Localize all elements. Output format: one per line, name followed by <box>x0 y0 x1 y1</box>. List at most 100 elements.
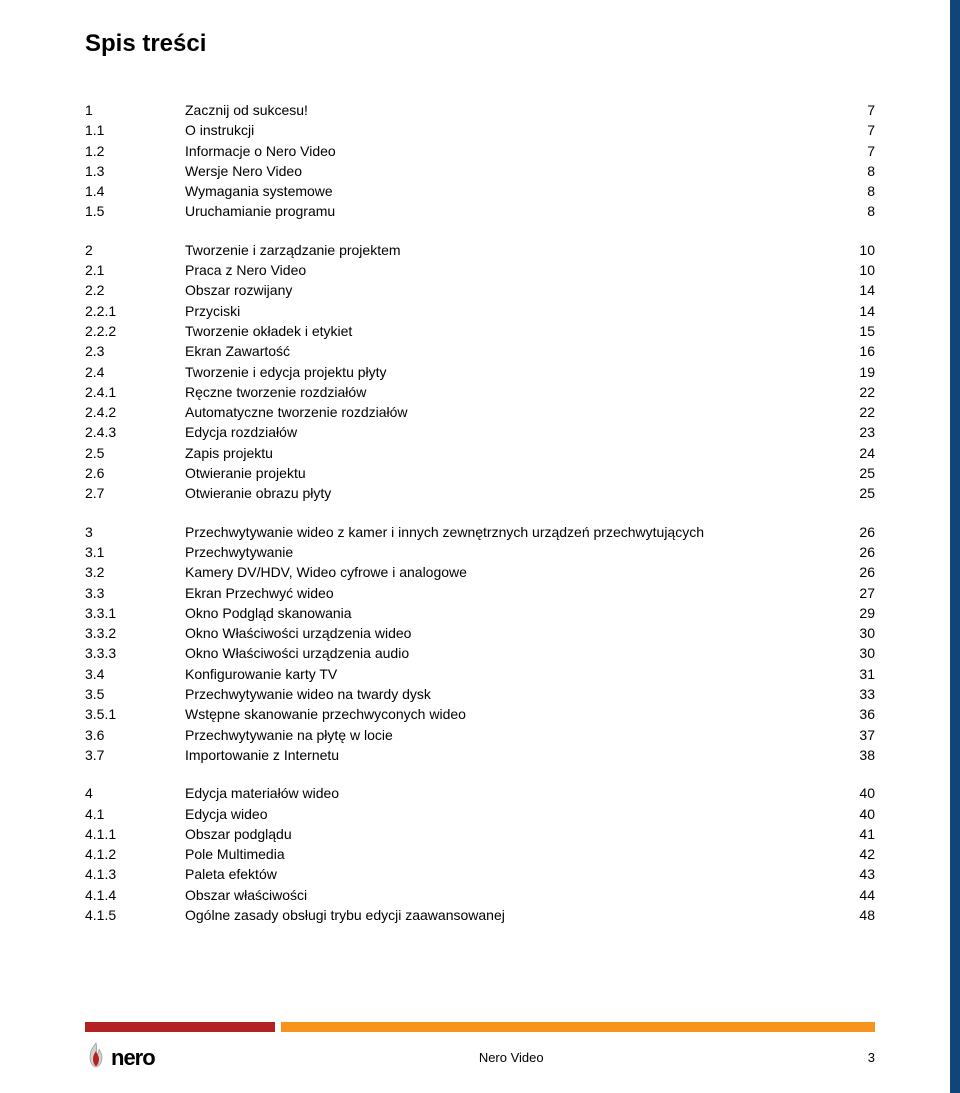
toc-row: 3.2Kamery DV/HDV, Wideo cyfrowe i analog… <box>85 562 875 582</box>
toc-row: 3.7Importowanie z Internetu38 <box>85 745 875 765</box>
toc-label: Praca z Nero Video <box>185 260 835 280</box>
toc-row: 3.3.1Okno Podgląd skanowania29 <box>85 603 875 623</box>
toc-page: 30 <box>835 623 875 643</box>
toc-number: 2.7 <box>85 483 185 503</box>
toc-page: 40 <box>835 783 875 803</box>
toc-row: 1Zacznij od sukcesu!7 <box>85 100 875 120</box>
toc-page: 25 <box>835 463 875 483</box>
toc-label: Okno Właściwości urządzenia audio <box>185 643 835 663</box>
toc-row: 2.3Ekran Zawartość16 <box>85 341 875 361</box>
toc-block: 1Zacznij od sukcesu!71.1O instrukcji71.2… <box>85 100 875 222</box>
toc-label: Przechwytywanie <box>185 542 835 562</box>
toc-number: 1.5 <box>85 201 185 221</box>
toc-page: 14 <box>835 280 875 300</box>
toc-page: 38 <box>835 745 875 765</box>
footer-bar: nero Nero Video 3 <box>0 1036 960 1093</box>
toc-number: 4.1.3 <box>85 864 185 884</box>
toc-page: 48 <box>835 905 875 925</box>
toc-title: Spis treści <box>85 30 875 58</box>
toc-label: O instrukcji <box>185 120 835 140</box>
toc-number: 1 <box>85 100 185 120</box>
toc-label: Edycja materiałów wideo <box>185 783 835 803</box>
toc-row: 2.4Tworzenie i edycja projektu płyty19 <box>85 362 875 382</box>
toc-label: Wymagania systemowe <box>185 181 835 201</box>
toc-number: 4.1.2 <box>85 844 185 864</box>
footer-stripes <box>85 1022 875 1032</box>
toc-row: 1.5Uruchamianie programu8 <box>85 201 875 221</box>
toc-number: 1.2 <box>85 141 185 161</box>
stripe-red <box>85 1022 275 1032</box>
toc-label: Otwieranie obrazu płyty <box>185 483 835 503</box>
toc-label: Wersje Nero Video <box>185 161 835 181</box>
toc-row: 1.3Wersje Nero Video8 <box>85 161 875 181</box>
toc-label: Przechwytywanie na płytę w locie <box>185 725 835 745</box>
toc-page: 7 <box>835 100 875 120</box>
toc-page: 25 <box>835 483 875 503</box>
toc-row: 1.1O instrukcji7 <box>85 120 875 140</box>
toc-label: Okno Podgląd skanowania <box>185 603 835 623</box>
toc-row: 4.1Edycja wideo40 <box>85 804 875 824</box>
toc-page: 29 <box>835 603 875 623</box>
toc-page: 19 <box>835 362 875 382</box>
toc-label: Zapis projektu <box>185 443 835 463</box>
toc-page: 43 <box>835 864 875 884</box>
toc-number: 3 <box>85 522 185 542</box>
logo-text: nero <box>111 1045 155 1071</box>
toc-number: 3.3.3 <box>85 643 185 663</box>
toc-label: Uruchamianie programu <box>185 201 835 221</box>
toc-row: 2.2Obszar rozwijany14 <box>85 280 875 300</box>
toc-page: 42 <box>835 844 875 864</box>
toc-page: 26 <box>835 522 875 542</box>
toc-label: Tworzenie i zarządzanie projektem <box>185 240 835 260</box>
toc-number: 2.1 <box>85 260 185 280</box>
toc-label: Ekran Przechwyć wideo <box>185 583 835 603</box>
toc-label: Obszar rozwijany <box>185 280 835 300</box>
toc-number: 1.4 <box>85 181 185 201</box>
toc-number: 2.2 <box>85 280 185 300</box>
toc-row: 2Tworzenie i zarządzanie projektem10 <box>85 240 875 260</box>
toc-page: 26 <box>835 562 875 582</box>
toc-number: 2.2.1 <box>85 301 185 321</box>
toc-number: 1.3 <box>85 161 185 181</box>
toc-row: 4.1.2Pole Multimedia42 <box>85 844 875 864</box>
toc-page: 8 <box>835 201 875 221</box>
nero-logo: nero <box>85 1042 155 1073</box>
toc-block: 4Edycja materiałów wideo404.1Edycja wide… <box>85 783 875 925</box>
toc-label: Okno Właściwości urządzenia wideo <box>185 623 835 643</box>
toc-number: 4.1.1 <box>85 824 185 844</box>
toc-page: 27 <box>835 583 875 603</box>
toc-row: 2.4.1Ręczne tworzenie rozdziałów22 <box>85 382 875 402</box>
toc-label: Informacje o Nero Video <box>185 141 835 161</box>
toc-row: 3.5.1Wstępne skanowanie przechwyconych w… <box>85 704 875 724</box>
toc-label: Przechwytywanie wideo na twardy dysk <box>185 684 835 704</box>
toc: 1Zacznij od sukcesu!71.1O instrukcji71.2… <box>85 100 875 925</box>
toc-label: Edycja wideo <box>185 804 835 824</box>
toc-page: 10 <box>835 260 875 280</box>
toc-number: 2.5 <box>85 443 185 463</box>
toc-row: 2.1Praca z Nero Video10 <box>85 260 875 280</box>
toc-row: 2.7Otwieranie obrazu płyty25 <box>85 483 875 503</box>
toc-row: 1.4Wymagania systemowe8 <box>85 181 875 201</box>
toc-row: 2.2.1Przyciski14 <box>85 301 875 321</box>
toc-label: Zacznij od sukcesu! <box>185 100 835 120</box>
toc-page: 31 <box>835 664 875 684</box>
toc-row: 3.3.3Okno Właściwości urządzenia audio30 <box>85 643 875 663</box>
toc-label: Przyciski <box>185 301 835 321</box>
vertical-accent-bar <box>950 0 960 1093</box>
toc-number: 2.4.3 <box>85 422 185 442</box>
toc-row: 2.2.2Tworzenie okładek i etykiet15 <box>85 321 875 341</box>
toc-page: 41 <box>835 824 875 844</box>
toc-page: 16 <box>835 341 875 361</box>
toc-label: Kamery DV/HDV, Wideo cyfrowe i analogowe <box>185 562 835 582</box>
toc-number: 2.4 <box>85 362 185 382</box>
toc-page: 33 <box>835 684 875 704</box>
toc-row: 2.4.2Automatyczne tworzenie rozdziałów22 <box>85 402 875 422</box>
toc-label: Przechwytywanie wideo z kamer i innych z… <box>185 522 835 542</box>
toc-number: 2.6 <box>85 463 185 483</box>
toc-page: 23 <box>835 422 875 442</box>
toc-page: 7 <box>835 141 875 161</box>
toc-number: 3.3.2 <box>85 623 185 643</box>
toc-number: 1.1 <box>85 120 185 140</box>
toc-number: 3.2 <box>85 562 185 582</box>
stripe-orange <box>281 1022 875 1032</box>
